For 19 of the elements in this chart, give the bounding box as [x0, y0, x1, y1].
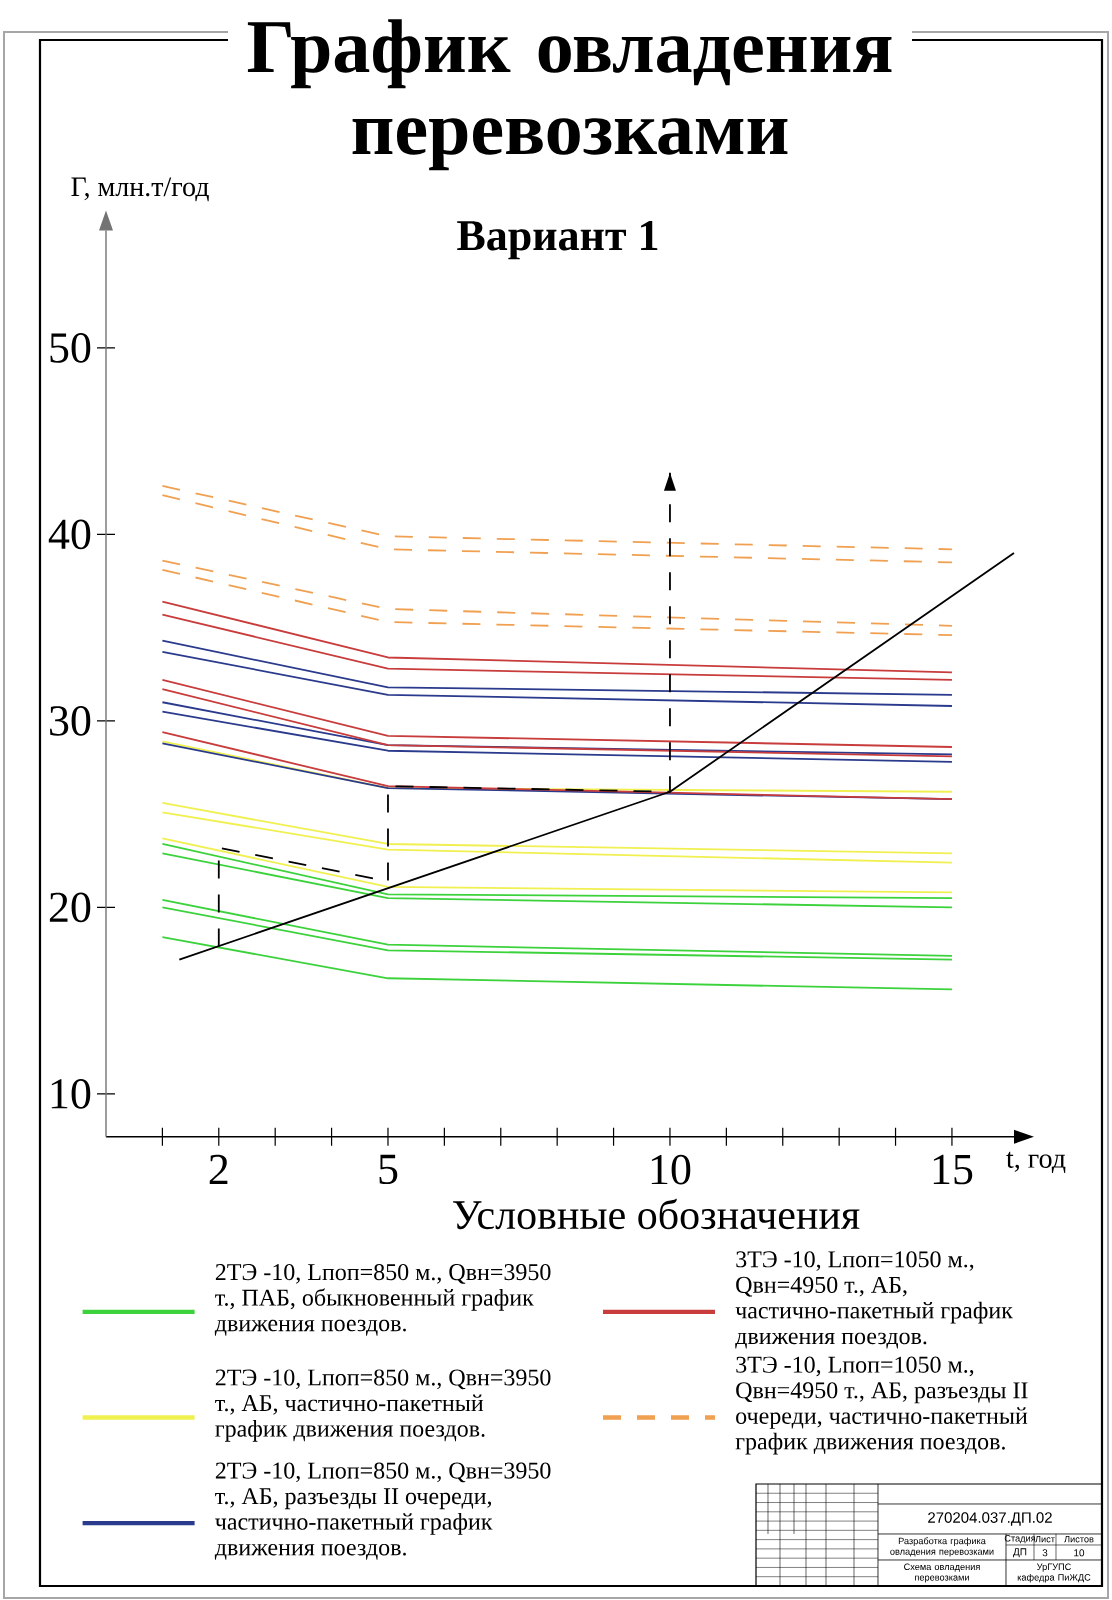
- y-tick-label: 20: [49, 892, 91, 923]
- x-tick-label: 5: [379, 1154, 398, 1185]
- y-tick-label: 30: [50, 706, 91, 736]
- legend-label: 3ТЭ -10, Lпоп=1050 м., Qвн=4950 т., АБ, разъезды II очереди, частично-пакетный график движения поездов.: [735, 1356, 1028, 1455]
- x-tick-label: 15: [933, 1154, 973, 1185]
- legend-label: 2ТЭ -10, Lпоп=850 м., Qвн=3950 т., АБ, разъезды II очереди, частично-пакетный график движения поездов.: [214, 1462, 551, 1560]
- x-tick-label: 10: [651, 1154, 691, 1185]
- y-tick-label: 50: [50, 333, 91, 363]
- legend-title: Условные обозначения: [453, 1198, 860, 1230]
- y-axis-title: Г, млн.т/год: [71, 177, 209, 202]
- x-axis-title: t, год: [1006, 1151, 1066, 1174]
- legend-label: 2ТЭ -10, Lпоп=850 м., Qвн=3950 т., ПАБ, обыкновенный график движения поездов.: [214, 1263, 551, 1336]
- x-tick-label: 2: [209, 1154, 228, 1184]
- y-tick-label: 10: [51, 1079, 91, 1109]
- chart-subtitle: Вариант 1: [457, 220, 658, 260]
- legend-label: 2ТЭ -10, Lпоп=850 м., Qвн=3950 т., АБ, частично-пакетный график движения поездов.: [215, 1369, 551, 1442]
- y-tick-label: 40: [48, 519, 91, 550]
- legend-label: 3ТЭ -10, Lпоп=1050 м., Qвн=4950 т., АБ, частично-пакетный график движения поездов.: [735, 1251, 1013, 1349]
- chart-title: График овладения перевозками: [247, 19, 892, 171]
